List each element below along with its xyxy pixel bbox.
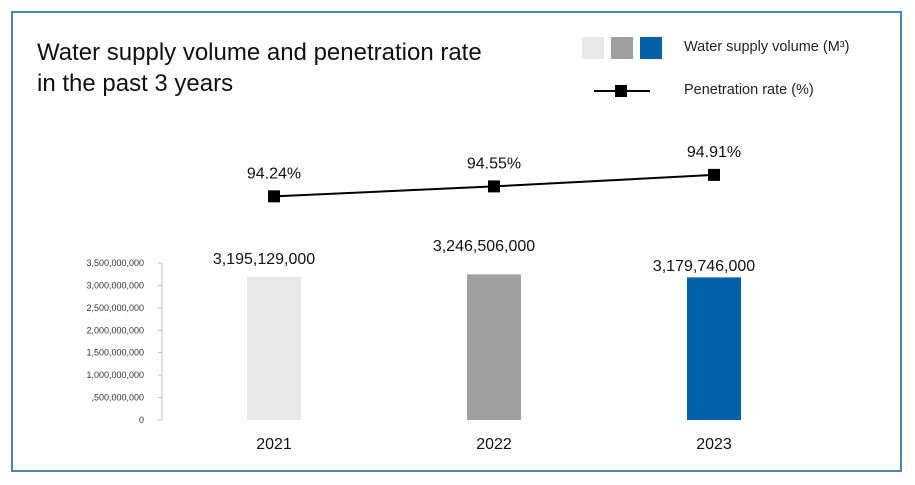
rate-value-label: 94.91% — [687, 144, 741, 161]
y-tick-label: 3,500,000,000 — [86, 258, 144, 268]
y-tick-label: 3,000,000,000 — [86, 280, 144, 290]
legend-label-volume: Water supply volume (M³) — [684, 39, 850, 55]
y-tick-label: 1,000,000,000 — [86, 370, 144, 380]
rate-value-label: 94.55% — [467, 155, 521, 172]
rate-marker-2022 — [488, 180, 500, 193]
y-tick-label: ,500,000,000 — [91, 393, 144, 403]
rate-marker-2021 — [268, 190, 280, 203]
rate-value-label: 94.24% — [247, 165, 301, 182]
legend-swatch-2021 — [582, 37, 604, 59]
x-tick-label: 2021 — [256, 436, 292, 453]
legend-swatch-2022 — [611, 37, 633, 59]
legend-label-rate: Penetration rate (%) — [684, 82, 814, 98]
x-tick-label: 2022 — [476, 436, 512, 453]
y-tick-label: 1,500,000,000 — [86, 348, 144, 358]
bar-2022 — [467, 274, 521, 420]
y-tick-label: 2,000,000,000 — [86, 325, 144, 335]
rate-marker-2023 — [708, 168, 720, 181]
y-tick-label: 0 — [139, 415, 144, 425]
bar-2021 — [247, 276, 301, 420]
bar-value-label: 3,179,746,000 — [653, 258, 755, 275]
y-tick-label: 2,500,000,000 — [86, 303, 144, 313]
chart-frame — [11, 11, 902, 472]
bar-value-label: 3,195,129,000 — [213, 251, 315, 268]
legend-swatch-2023 — [640, 37, 662, 59]
bar-2023 — [687, 277, 741, 420]
bar-value-label: 3,246,506,000 — [433, 238, 535, 255]
chart-title: Water supply volume and penetration rate… — [37, 39, 482, 97]
x-tick-label: 2023 — [696, 436, 732, 453]
